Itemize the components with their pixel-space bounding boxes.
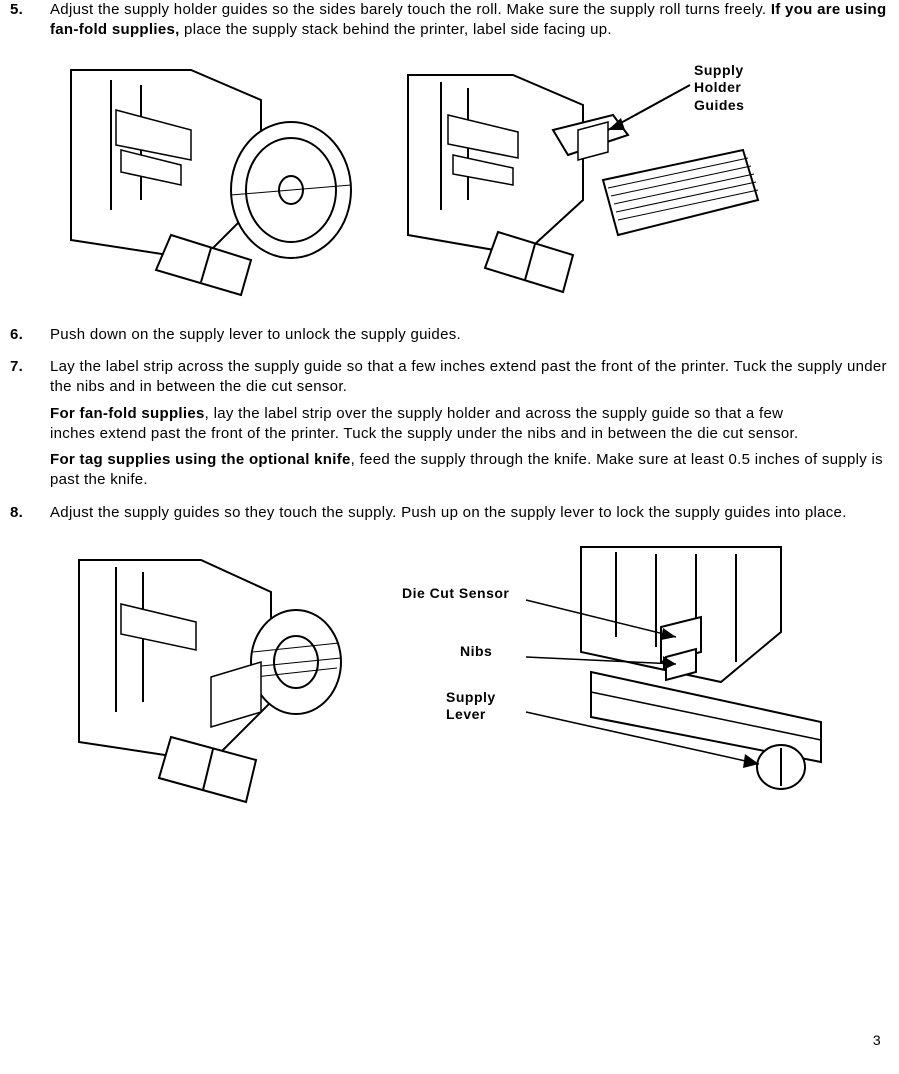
step-7: 7. Lay the label strip across the supply… xyxy=(10,357,889,398)
sub1-bold: For fan-fold supplies xyxy=(50,405,205,422)
illustration-closeup-sensor xyxy=(520,541,862,823)
step7-sub1: For fan-fold supplies, lay the label str… xyxy=(50,404,800,445)
step-body: Adjust the supply guides so they touch t… xyxy=(50,503,889,523)
step-6: 6. Push down on the supply lever to unlo… xyxy=(10,325,889,345)
figure-row-1: Supply Holder Guides xyxy=(60,59,889,307)
callout-line1: Supply xyxy=(694,62,744,80)
callout-nibs: Nibs xyxy=(460,643,492,661)
page-number: 3 xyxy=(873,1031,881,1050)
step-number: 8. xyxy=(10,503,50,523)
step-body: Push down on the supply lever to unlock … xyxy=(50,325,889,345)
figure-row-2: Die Cut Sensor Nibs Supply Lever xyxy=(70,541,889,823)
step-5: 5. Adjust the supply holder guides so th… xyxy=(10,0,889,41)
sub2-bold: For tag supplies using the optional knif… xyxy=(50,451,351,468)
callout-supply-lever: Supply Lever xyxy=(446,689,496,724)
step7-main: Lay the label strip across the supply gu… xyxy=(50,357,889,398)
callout-supply-holder-guides: Supply Holder Guides xyxy=(694,62,744,115)
step5-text-before: Adjust the supply holder guides so the s… xyxy=(50,1,771,18)
step5-text-after: place the supply stack behind the printe… xyxy=(180,21,612,38)
step-number: 6. xyxy=(10,325,50,345)
supply-lever-l1: Supply xyxy=(446,689,496,707)
callout-line2: Holder xyxy=(694,79,744,97)
illustration-printer-adjusted xyxy=(70,541,372,823)
callout-line3: Guides xyxy=(694,97,744,115)
step-number: 5. xyxy=(10,0,50,41)
step-body: Adjust the supply holder guides so the s… xyxy=(50,0,889,41)
supply-lever-l2: Lever xyxy=(446,706,496,724)
illustration-wrap-closeup: Die Cut Sensor Nibs Supply Lever xyxy=(402,541,862,821)
step-number: 7. xyxy=(10,357,50,398)
step-8: 8. Adjust the supply guides so they touc… xyxy=(10,503,889,523)
illustration-wrap-fanfold: Supply Holder Guides xyxy=(402,59,764,307)
callout-die-cut-sensor: Die Cut Sensor xyxy=(402,585,509,603)
step-body: Lay the label strip across the supply gu… xyxy=(50,357,889,398)
step7-sub2: For tag supplies using the optional knif… xyxy=(50,450,889,491)
illustration-printer-roll xyxy=(60,59,362,301)
